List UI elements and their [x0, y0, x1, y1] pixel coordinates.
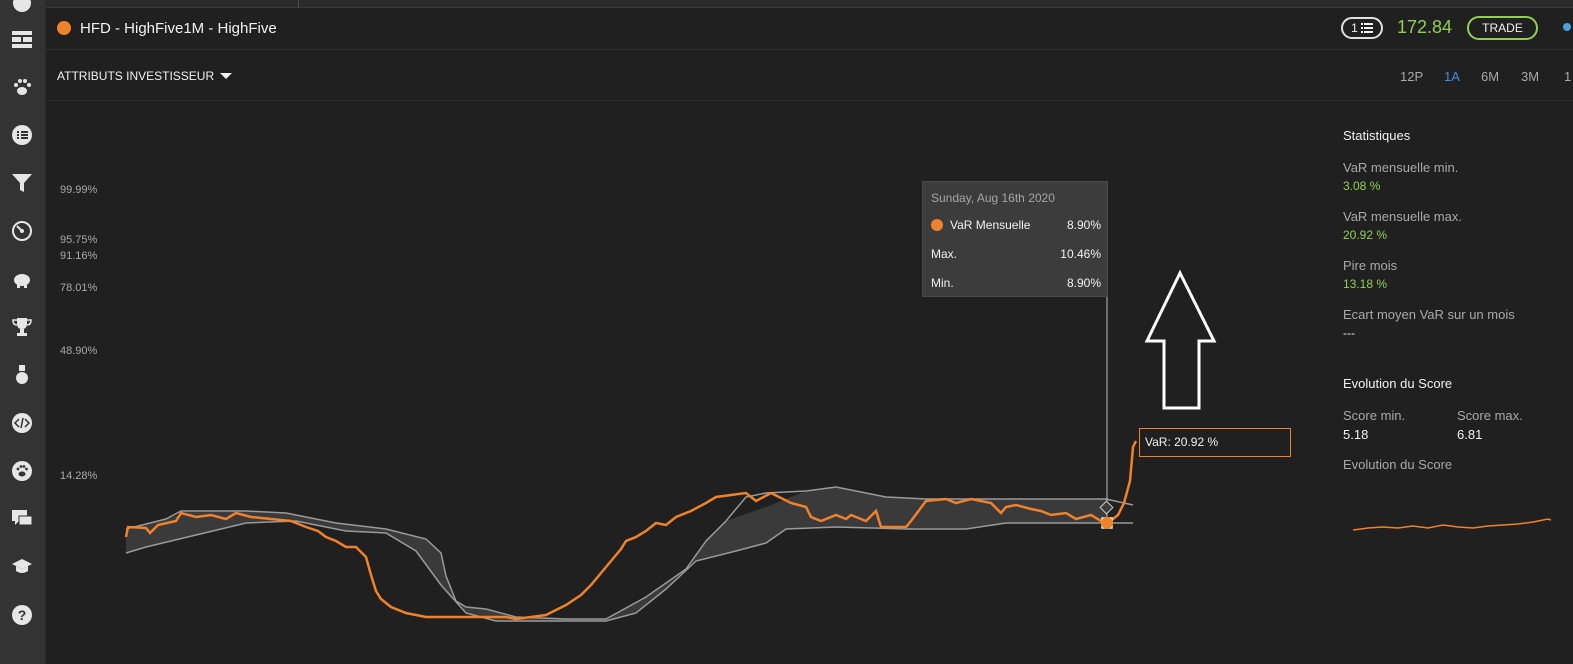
- list-icon: [1360, 23, 1373, 33]
- avg-gap-value: ---: [1343, 326, 1355, 340]
- last-value-label: VaR: 20.92 %: [1139, 428, 1291, 457]
- tooltip-label: Min.: [931, 276, 954, 290]
- chart-tooltip: Sunday, Aug 16th 2020 VaR Mensuelle 8.90…: [922, 181, 1108, 297]
- var-max-value: 20.92 %: [1343, 228, 1388, 242]
- medal-icon[interactable]: [9, 362, 35, 388]
- tooltip-value: 10.46%: [1060, 247, 1101, 261]
- chart-plot[interactable]: [46, 101, 1326, 664]
- y-tick-label: 95.75%: [60, 234, 98, 246]
- attributes-dropdown[interactable]: ATTRIBUTS INVESTISSEUR: [57, 69, 233, 83]
- gauge-icon[interactable]: [9, 0, 35, 16]
- worst-month-label: Pire mois: [1343, 258, 1398, 273]
- speedometer-icon[interactable]: [9, 218, 35, 244]
- code-icon[interactable]: [9, 410, 35, 436]
- y-tick-label: 14.28%: [60, 470, 98, 482]
- score-max-value: 6.81: [1457, 427, 1483, 442]
- chat-icon[interactable]: [9, 506, 35, 532]
- period-12p[interactable]: 12P: [1400, 69, 1424, 84]
- trophy-icon[interactable]: [9, 314, 35, 340]
- var-mensuelle-line: [124, 440, 1138, 621]
- help-icon[interactable]: ?: [9, 602, 35, 628]
- period-3m[interactable]: 3M: [1521, 69, 1540, 84]
- tooltip-label: Max.: [931, 247, 958, 261]
- attributes-label: ATTRIBUTS INVESTISSEUR: [57, 69, 215, 83]
- y-tick-label: 99.99%: [60, 184, 98, 196]
- score-max-label: Score max.: [1457, 408, 1523, 423]
- badge-count: 1: [1351, 21, 1358, 35]
- period-6m[interactable]: 6M: [1481, 69, 1500, 84]
- list-icon[interactable]: [9, 122, 35, 148]
- edge-indicator: [1563, 23, 1571, 31]
- watchlist-count-badge[interactable]: 1: [1341, 17, 1383, 39]
- caret-down-icon: [220, 73, 233, 79]
- max-marker: [1099, 500, 1114, 515]
- trade-button[interactable]: TRADE: [1467, 16, 1538, 40]
- var-min-value: 3.08 %: [1343, 179, 1381, 193]
- graduation-cap-icon[interactable]: [9, 554, 35, 580]
- svg-text:?: ?: [18, 607, 27, 623]
- filter-icon[interactable]: [9, 170, 35, 196]
- var-mensuelle-marker: [1101, 517, 1113, 529]
- layout-icon[interactable]: [9, 27, 35, 53]
- score-min-label: Score min.: [1343, 408, 1406, 423]
- y-tick-label: 78.01%: [60, 282, 98, 294]
- piggy-bank-icon[interactable]: [9, 266, 35, 292]
- avg-gap-label: Ecart moyen VaR sur un mois: [1343, 307, 1515, 322]
- period-1a[interactable]: 1A: [1444, 69, 1460, 84]
- instrument-color-dot: [57, 21, 71, 35]
- var-max-line: [125, 486, 1134, 620]
- y-tick-label: 91.16%: [60, 250, 98, 262]
- tooltip-row-var: VaR Mensuelle 8.90%: [931, 218, 1101, 232]
- up-arrow-annotation: [1144, 269, 1217, 410]
- stats-title: Statistiques: [1343, 128, 1411, 143]
- score-min-value: 5.18: [1343, 427, 1369, 442]
- var-chart: 99.99% 95.75% 91.16% 78.01% 48.90% 14.28…: [46, 101, 1326, 664]
- series-dot: [931, 219, 943, 231]
- y-tick-label: 48.90%: [60, 345, 98, 357]
- period-1[interactable]: 1: [1564, 69, 1572, 84]
- score-title: Evolution du Score: [1343, 376, 1453, 391]
- instrument-title: HFD - HighFive1M - HighFive: [80, 20, 277, 37]
- tooltip-row-min: Min. 8.90%: [931, 276, 1101, 290]
- tooltip-value: 8.90%: [1066, 218, 1101, 232]
- instrument-header: HFD - HighFive1M - HighFive 1 172.84 TRA…: [46, 9, 1573, 50]
- score-evolution-label: Evolution du Score: [1343, 457, 1453, 472]
- sidebar: ?: [0, 0, 46, 664]
- score-sparkline: [1353, 518, 1552, 531]
- paw-circle-icon[interactable]: [9, 458, 35, 484]
- var-max-label: VaR mensuelle max.: [1343, 209, 1462, 224]
- subheader: ATTRIBUTS INVESTISSEUR 12P 1A 6M 3M 1: [46, 51, 1573, 101]
- tooltip-label: VaR Mensuelle: [950, 218, 1031, 232]
- tooltip-date: Sunday, Aug 16th 2020: [931, 191, 1055, 205]
- worst-month-value: 13.18 %: [1343, 277, 1388, 291]
- tooltip-value: 8.90%: [1066, 276, 1101, 290]
- tooltip-row-max: Max. 10.46%: [931, 247, 1101, 261]
- top-strip: [46, 0, 1573, 8]
- paw-icon[interactable]: [9, 74, 35, 100]
- var-min-label: VaR mensuelle min.: [1343, 160, 1459, 175]
- price: 172.84: [1397, 17, 1453, 37]
